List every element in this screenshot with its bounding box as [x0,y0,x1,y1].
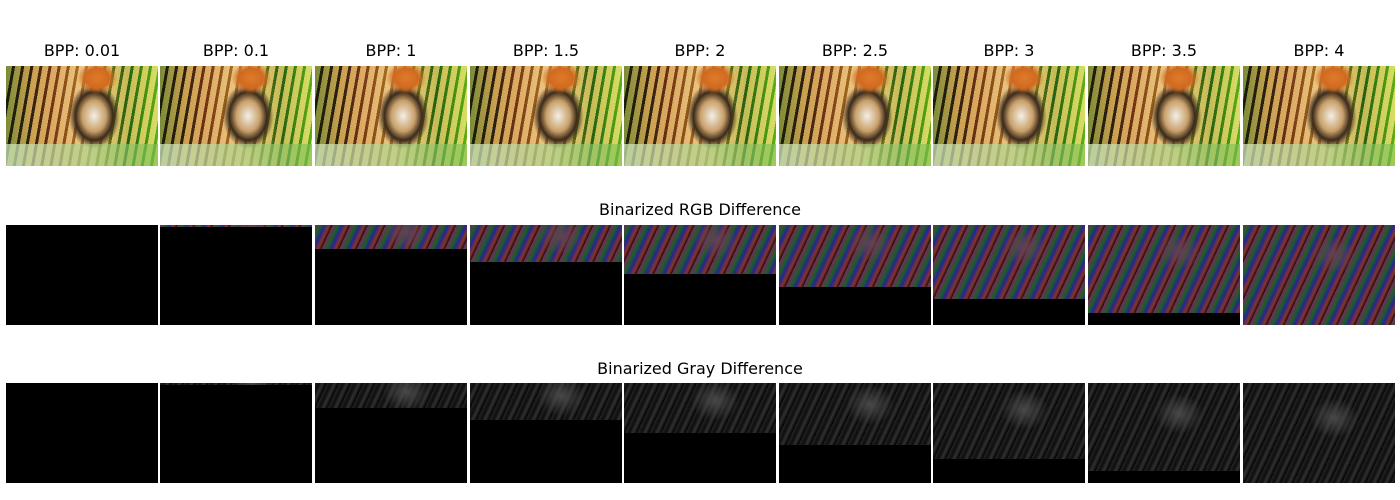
rgb-difference-band [779,225,931,287]
column-title: BPP: 3 [983,41,1035,60]
column-title: BPP: 4 [1293,41,1345,60]
gray-difference-band [315,383,467,408]
rgb-difference-band [624,225,776,274]
tiger-image [160,66,312,166]
tiger-image [1243,66,1395,166]
gray-difference-image [624,383,776,483]
gray-difference-image [1088,383,1240,483]
rgb-difference-band [160,225,312,227]
rgb-difference-image [933,225,1085,325]
tiger-image [470,66,622,166]
column-title: BPP: 0.1 [202,41,270,60]
gray-difference-image [6,383,158,483]
gray-difference-band [933,383,1085,459]
tiger-image [6,66,158,166]
rgb-difference-image [1088,225,1240,325]
gray-difference-band [470,383,622,420]
gray-difference-image [1243,383,1395,483]
rgb-difference-image [315,225,467,325]
column-title: BPP: 0.01 [43,41,121,60]
gray-difference-band [624,383,776,433]
gray-difference-band [160,383,312,385]
rgb-difference-title: Binarized RGB Difference [599,200,801,219]
gray-difference-image [933,383,1085,483]
tiger-image [933,66,1085,166]
gray-difference-band [1243,383,1395,483]
tiger-image [624,66,776,166]
rgb-difference-image [1243,225,1395,325]
column-title: BPP: 3.5 [1130,41,1198,60]
gray-difference-band [1088,383,1240,471]
rgb-difference-image [624,225,776,325]
tiger-image [1088,66,1240,166]
tiger-image [315,66,467,166]
rgb-difference-band [1243,225,1395,325]
gray-difference-image [779,383,931,483]
tiger-image [779,66,931,166]
column-title: BPP: 1 [365,41,417,60]
column-title: BPP: 2 [674,41,726,60]
rgb-difference-band [1088,225,1240,313]
rgb-difference-image [160,225,312,325]
rgb-difference-band [315,225,467,249]
gray-difference-image [470,383,622,483]
gray-difference-image [160,383,312,483]
gray-difference-title: Binarized Gray Difference [597,359,803,378]
rgb-difference-image [6,225,158,325]
rgb-difference-image [779,225,931,325]
rgb-difference-image [470,225,622,325]
column-title: BPP: 2.5 [821,41,889,60]
rgb-difference-band [933,225,1085,299]
gray-difference-band [779,383,931,445]
rgb-difference-band [470,225,622,262]
gray-difference-image [315,383,467,483]
column-title: BPP: 1.5 [512,41,580,60]
